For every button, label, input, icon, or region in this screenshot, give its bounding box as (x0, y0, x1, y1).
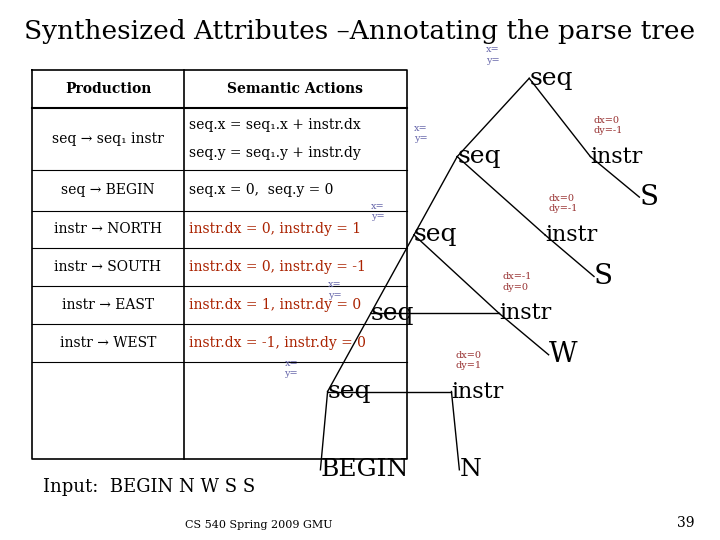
Text: x=
y=: x= y= (414, 124, 428, 143)
Text: seq: seq (414, 224, 457, 246)
Text: S: S (639, 184, 658, 211)
Text: 39: 39 (678, 516, 695, 530)
Text: dx=0
dy=-1: dx=0 dy=-1 (594, 116, 624, 135)
Text: dx=0
dy=1: dx=0 dy=1 (455, 350, 481, 370)
Text: instr → EAST: instr → EAST (62, 298, 154, 312)
Text: S: S (594, 263, 613, 290)
Text: instr: instr (590, 146, 643, 167)
Text: instr → WEST: instr → WEST (60, 336, 156, 350)
Text: instr: instr (545, 224, 598, 246)
Text: instr.dx = 1, instr.dy = 0: instr.dx = 1, instr.dy = 0 (189, 298, 361, 312)
Text: dx=0
dy=-1: dx=0 dy=-1 (549, 194, 578, 213)
Text: x=
y=: x= y= (328, 280, 341, 300)
Text: instr.dx = 0, instr.dy = 1: instr.dx = 0, instr.dy = 1 (189, 222, 361, 237)
Text: Input:  BEGIN N W S S: Input: BEGIN N W S S (43, 478, 256, 496)
Text: Semantic Actions: Semantic Actions (228, 82, 363, 96)
Text: seq → BEGIN: seq → BEGIN (61, 184, 155, 197)
Text: seq.x = 0,  seq.y = 0: seq.x = 0, seq.y = 0 (189, 184, 334, 197)
Text: N: N (459, 458, 481, 481)
Text: seq → seq₁ instr: seq → seq₁ instr (52, 132, 164, 146)
Text: instr.dx = 0, instr.dy = -1: instr.dx = 0, instr.dy = -1 (189, 260, 366, 274)
Text: W: W (549, 341, 577, 368)
Text: x=
y=: x= y= (486, 45, 500, 65)
Text: seq: seq (529, 67, 572, 90)
Text: seq: seq (328, 380, 371, 403)
Text: instr: instr (451, 381, 504, 402)
Text: CS 540 Spring 2009 GMU: CS 540 Spring 2009 GMU (186, 520, 333, 530)
Text: x=
y=: x= y= (371, 202, 384, 221)
Text: BEGIN: BEGIN (320, 458, 409, 481)
Text: instr → NORTH: instr → NORTH (54, 222, 162, 237)
Text: seq.y = seq₁.y + instr.dy: seq.y = seq₁.y + instr.dy (189, 146, 361, 160)
Text: x=
y=: x= y= (284, 359, 298, 378)
Text: instr: instr (499, 302, 552, 324)
Text: seq: seq (371, 302, 414, 325)
Text: seq: seq (457, 145, 500, 168)
Text: dx=-1
dy=0: dx=-1 dy=0 (503, 272, 532, 292)
Text: Synthesized Attributes –Annotating the parse tree: Synthesized Attributes –Annotating the p… (24, 19, 696, 44)
Text: instr.dx = -1, instr.dy = 0: instr.dx = -1, instr.dy = 0 (189, 336, 366, 350)
Text: instr → SOUTH: instr → SOUTH (55, 260, 161, 274)
Text: seq.x = seq₁.x + instr.dx: seq.x = seq₁.x + instr.dx (189, 118, 361, 132)
Text: Production: Production (65, 82, 151, 96)
